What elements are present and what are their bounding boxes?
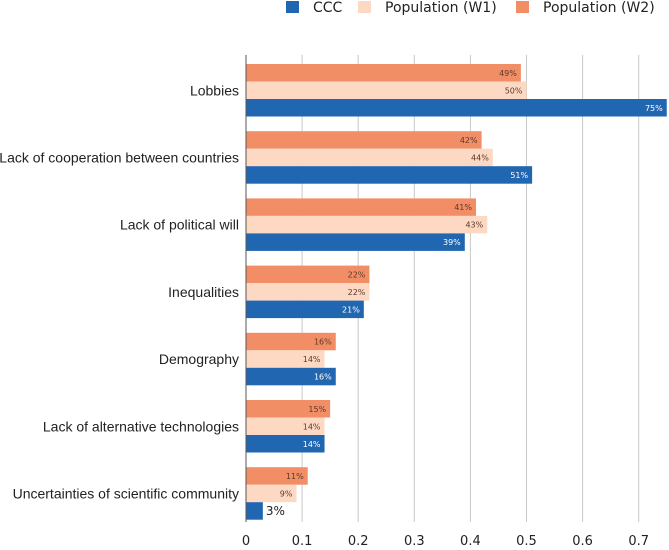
- x-tick-label-1: 0.1: [292, 534, 313, 549]
- bar-3-2: [246, 300, 364, 319]
- bar-4-0: [246, 332, 336, 351]
- category-label-0: Lobbies: [190, 82, 239, 98]
- x-tick-label-7: 0.7: [628, 534, 649, 549]
- category-label-1: Lack of cooperation between countries: [0, 149, 239, 165]
- bar-2-1: [246, 215, 488, 234]
- x-tick-label-6: 0.6: [572, 534, 593, 549]
- bar-value-label-0-0: 49%: [499, 69, 517, 78]
- legend-swatch-0: [286, 1, 299, 13]
- category-label-2: Lack of political will: [120, 217, 239, 233]
- bars: [246, 64, 667, 520]
- bar-labels: 49% 50% 75% 42% 44% 51% 41% 43% 39% 22% 22% 21% 16% 1…: [266, 69, 663, 518]
- bar-value-label-1-1: 44%: [471, 153, 489, 162]
- category-label-4: Demography: [159, 351, 239, 367]
- bar-5-2: [246, 435, 325, 453]
- bar-3-1: [246, 283, 370, 301]
- bar-2-0: [246, 198, 477, 216]
- bar-0-0: [246, 64, 521, 82]
- x-tick-label-5: 0.5: [516, 534, 537, 549]
- bar-value-label-0-1: 50%: [505, 86, 523, 95]
- category-label-3: Inequalities: [168, 284, 239, 300]
- bar-5-0: [246, 400, 331, 418]
- category-label-5: Lack of alternative technologies: [43, 418, 239, 434]
- category-labels: Lobbies Lack of cooperation between count…: [0, 82, 239, 501]
- category-label-6: Uncertainties of scientific community: [13, 485, 239, 501]
- x-tick-label-3: 0.3: [404, 534, 425, 549]
- bar-2-2: [246, 233, 465, 251]
- x-tick-label-4: 0.4: [460, 534, 481, 549]
- bar-value-label-2-2: 39%: [443, 238, 461, 247]
- bar-value-label-5-2: 14%: [303, 440, 321, 449]
- bar-value-label-5-1: 14%: [303, 422, 321, 431]
- bar-0-1: [246, 81, 527, 99]
- bar-value-label-6-0: 11%: [286, 472, 304, 481]
- bar-value-label-5-0: 15%: [308, 405, 326, 414]
- bar-value-label-4-0: 16%: [314, 338, 332, 347]
- bar-value-label-1-0: 42%: [460, 136, 478, 145]
- bar-5-1: [246, 417, 325, 435]
- bar-value-label-1-2: 51%: [510, 171, 528, 180]
- x-tick-label-2: 0.2: [348, 534, 369, 549]
- bar-6-0: [246, 467, 308, 485]
- legend-swatch-1: [358, 1, 371, 13]
- legend-label-1: Population (W1): [385, 0, 497, 16]
- bar-1-0: [246, 131, 482, 149]
- legend-label-2: Population (W2): [543, 0, 655, 16]
- bar-value-label-6-1: 9%: [280, 489, 293, 498]
- x-tick-label-0: 0: [242, 534, 250, 549]
- bar-value-label-2-1: 43%: [465, 221, 483, 230]
- bar-6-1: [246, 484, 297, 503]
- bar-value-label-4-1: 14%: [303, 355, 321, 364]
- bar-value-label-3-1: 22%: [348, 288, 366, 297]
- bar-value-label-0-2: 75%: [645, 104, 663, 113]
- legend-label-0: CCC: [313, 0, 343, 16]
- bar-1-2: [246, 166, 533, 184]
- bar-6-2: [246, 502, 263, 520]
- legend-swatch-2: [516, 1, 529, 13]
- bar-value-label-2-0: 41%: [454, 203, 472, 212]
- bar-value-label-6-2: 3%: [266, 504, 285, 518]
- bar-4-1: [246, 350, 325, 368]
- bar-1-1: [246, 148, 493, 167]
- bar-0-2: [246, 99, 667, 117]
- bar-value-label-4-2: 16%: [314, 373, 332, 382]
- bar-value-label-3-2: 21%: [342, 305, 360, 314]
- bar-4-2: [246, 367, 336, 386]
- legend: CCC Population (W1) Population (W2): [286, 0, 655, 16]
- bar-3-0: [246, 265, 370, 284]
- x-axis-ticks: 0 0.1 0.2 0.3 0.4 0.5 0.6 0.7: [242, 534, 649, 549]
- bar-value-label-3-0: 22%: [348, 270, 366, 279]
